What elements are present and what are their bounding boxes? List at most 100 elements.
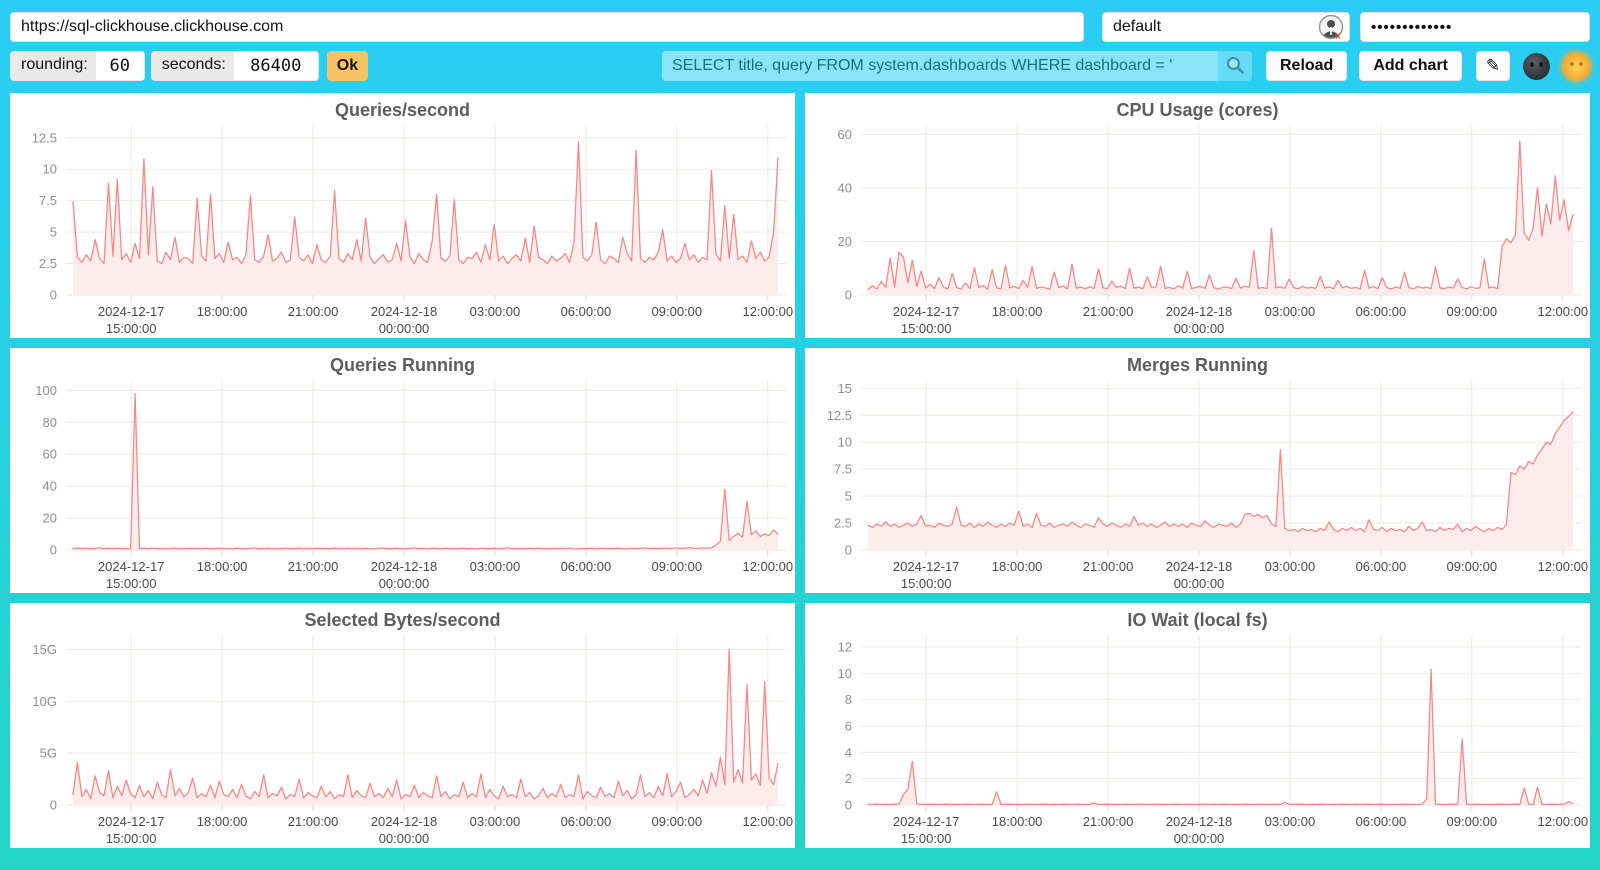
svg-text:15G: 15G bbox=[32, 642, 57, 657]
svg-text:00:00:00: 00:00:00 bbox=[1174, 831, 1225, 846]
chart-canvas-queries-per-second[interactable]: 0 2.5 5 7.5 10 12.5 2024-12-17 15:00:00 18:00:00… bbox=[10, 123, 795, 338]
rounding-param: rounding: bbox=[10, 51, 145, 81]
svg-text:2024-12-18: 2024-12-18 bbox=[1166, 559, 1233, 574]
svg-text:12:00:00: 12:00:00 bbox=[742, 559, 793, 574]
password-input[interactable] bbox=[1360, 12, 1590, 42]
seconds-input[interactable] bbox=[233, 52, 318, 80]
svg-text:09:00:00: 09:00:00 bbox=[652, 559, 703, 574]
svg-text:12:00:00: 12:00:00 bbox=[742, 304, 793, 319]
svg-text:12: 12 bbox=[838, 639, 852, 654]
svg-text:21:00:00: 21:00:00 bbox=[288, 559, 339, 574]
chart-canvas-cpu-usage[interactable]: 0 20 40 60 2024-12-17 15:00:00 18:00:00 21:00:0… bbox=[805, 123, 1590, 338]
svg-text:10: 10 bbox=[838, 666, 852, 681]
svg-text:15:00:00: 15:00:00 bbox=[901, 831, 952, 846]
svg-text:10G: 10G bbox=[32, 694, 57, 709]
svg-text:4: 4 bbox=[845, 745, 852, 760]
svg-text:0: 0 bbox=[845, 288, 852, 303]
svg-text:40: 40 bbox=[43, 479, 57, 494]
svg-text:2024-12-18: 2024-12-18 bbox=[1166, 304, 1233, 319]
svg-text:x: x bbox=[1336, 31, 1341, 41]
svg-text:0: 0 bbox=[50, 798, 57, 813]
svg-text:12:00:00: 12:00:00 bbox=[1537, 304, 1588, 319]
svg-text:03:00:00: 03:00:00 bbox=[1265, 814, 1316, 829]
svg-text:2.5: 2.5 bbox=[39, 256, 57, 271]
light-theme-sun-icon[interactable] bbox=[1563, 52, 1590, 80]
chart-title: Selected Bytes/second bbox=[304, 610, 501, 630]
svg-text:09:00:00: 09:00:00 bbox=[652, 814, 703, 829]
svg-text:09:00:00: 09:00:00 bbox=[652, 304, 703, 319]
svg-text:60: 60 bbox=[43, 447, 57, 462]
svg-text:00:00:00: 00:00:00 bbox=[1174, 321, 1225, 336]
edit-pencil-icon: ✎ bbox=[1485, 56, 1501, 75]
chart-canvas-io-wait[interactable]: 0 2 4 6 8 10 12 2024-12-17 15:00:00 18:00:00 21:00… bbox=[805, 633, 1590, 848]
svg-text:2024-12-18: 2024-12-18 bbox=[371, 814, 438, 829]
chart-title: Queries/second bbox=[334, 100, 471, 120]
ok-button[interactable]: Ok bbox=[326, 51, 369, 81]
svg-text:2024-12-18: 2024-12-18 bbox=[1166, 814, 1233, 829]
svg-text:0: 0 bbox=[50, 543, 57, 558]
server-url-input[interactable] bbox=[10, 12, 1084, 42]
svg-text:2024-12-18: 2024-12-18 bbox=[371, 304, 438, 319]
svg-text:8: 8 bbox=[845, 692, 852, 707]
svg-text:2: 2 bbox=[845, 771, 852, 786]
svg-text:0: 0 bbox=[845, 798, 852, 813]
chart-card-queries-per-second: Queries/second 0 2.5 5 7.5 10 12.5 2024-12-17 1… bbox=[10, 93, 795, 338]
svg-text:21:00:00: 21:00:00 bbox=[1083, 814, 1134, 829]
svg-text:7.5: 7.5 bbox=[39, 193, 57, 208]
svg-text:06:00:00: 06:00:00 bbox=[561, 304, 612, 319]
svg-text:2024-12-17: 2024-12-17 bbox=[98, 559, 165, 574]
dark-theme-moon-icon[interactable] bbox=[1523, 52, 1550, 80]
svg-text:06:00:00: 06:00:00 bbox=[1356, 814, 1407, 829]
chart-card-cpu-usage: CPU Usage (cores) 0 20 40 60 2024-12-17 15:00… bbox=[805, 93, 1590, 338]
svg-text:00:00:00: 00:00:00 bbox=[379, 576, 430, 591]
svg-text:21:00:00: 21:00:00 bbox=[288, 304, 339, 319]
svg-text:09:00:00: 09:00:00 bbox=[1447, 559, 1498, 574]
svg-text:12.5: 12.5 bbox=[32, 130, 57, 145]
svg-text:20: 20 bbox=[43, 511, 57, 526]
username-input[interactable] bbox=[1102, 12, 1350, 42]
svg-text:80: 80 bbox=[43, 415, 57, 430]
svg-text:06:00:00: 06:00:00 bbox=[561, 559, 612, 574]
svg-text:15:00:00: 15:00:00 bbox=[106, 576, 157, 591]
svg-text:2024-12-17: 2024-12-17 bbox=[893, 814, 960, 829]
chart-card-queries-running: Queries Running 0 20 40 60 80 100 2024-12-17 15… bbox=[10, 348, 795, 593]
svg-text:03:00:00: 03:00:00 bbox=[470, 559, 521, 574]
svg-text:09:00:00: 09:00:00 bbox=[1447, 814, 1498, 829]
svg-text:12.5: 12.5 bbox=[827, 408, 852, 423]
svg-text:09:00:00: 09:00:00 bbox=[1447, 304, 1498, 319]
svg-text:06:00:00: 06:00:00 bbox=[1356, 559, 1407, 574]
svg-text:03:00:00: 03:00:00 bbox=[1265, 304, 1316, 319]
svg-text:21:00:00: 21:00:00 bbox=[288, 814, 339, 829]
chart-title: CPU Usage (cores) bbox=[1116, 100, 1279, 120]
svg-text:15:00:00: 15:00:00 bbox=[106, 831, 157, 846]
svg-text:60: 60 bbox=[838, 127, 852, 142]
add-chart-button[interactable]: Add chart bbox=[1359, 51, 1462, 81]
svg-text:15:00:00: 15:00:00 bbox=[901, 576, 952, 591]
reload-button[interactable]: Reload bbox=[1265, 51, 1348, 81]
search-button[interactable] bbox=[1217, 51, 1252, 81]
dashboard-query-input[interactable] bbox=[661, 51, 1218, 81]
seconds-param: seconds: bbox=[150, 51, 319, 81]
seconds-label: seconds: bbox=[151, 52, 234, 80]
svg-text:06:00:00: 06:00:00 bbox=[1356, 304, 1407, 319]
svg-text:5: 5 bbox=[50, 225, 57, 240]
svg-text:2024-12-18: 2024-12-18 bbox=[371, 559, 438, 574]
chart-canvas-queries-running[interactable]: 0 20 40 60 80 100 2024-12-17 15:00:00 18:00:00 21… bbox=[10, 378, 795, 593]
svg-text:2024-12-17: 2024-12-17 bbox=[893, 304, 960, 319]
svg-text:0: 0 bbox=[845, 543, 852, 558]
rounding-input[interactable] bbox=[95, 52, 144, 80]
edit-button[interactable]: ✎ bbox=[1476, 51, 1510, 81]
svg-text:18:00:00: 18:00:00 bbox=[992, 304, 1043, 319]
svg-text:15: 15 bbox=[838, 381, 852, 396]
svg-text:10: 10 bbox=[43, 162, 57, 177]
svg-text:6: 6 bbox=[845, 718, 852, 733]
search-icon bbox=[1225, 55, 1245, 78]
chart-canvas-merges-running[interactable]: 0 2.5 5 7.5 10 12.5 15 2024-12-17 15:00:00 18:00:… bbox=[805, 378, 1590, 593]
chart-canvas-selected-bytes[interactable]: 0 5G 10G 15G 2024-12-17 15:00:00 18:00:00 21:00… bbox=[10, 633, 795, 848]
svg-text:2024-12-17: 2024-12-17 bbox=[98, 304, 165, 319]
svg-text:03:00:00: 03:00:00 bbox=[470, 814, 521, 829]
svg-text:12:00:00: 12:00:00 bbox=[1537, 559, 1588, 574]
svg-text:12:00:00: 12:00:00 bbox=[1537, 814, 1588, 829]
chart-card-io-wait: IO Wait (local fs) 0 2 4 6 8 10 12 2024-12-17 15… bbox=[805, 603, 1590, 848]
query-search-group bbox=[661, 51, 1252, 81]
